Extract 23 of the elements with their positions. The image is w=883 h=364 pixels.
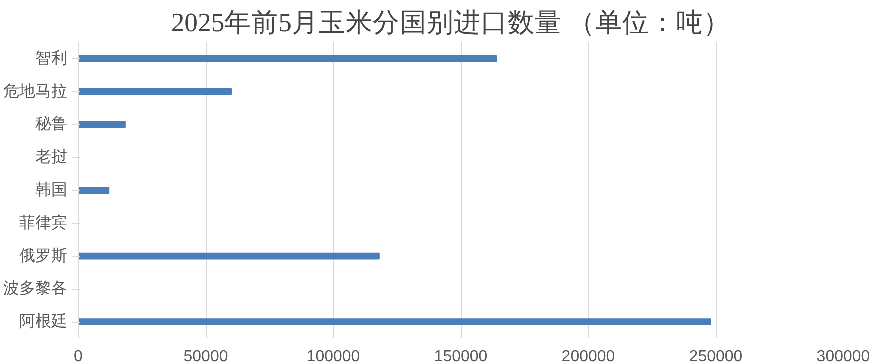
y-tick-label: 秘鲁: [36, 115, 68, 134]
chart-title: 2025年前5月玉米分国别进口数量 （单位：吨）: [171, 8, 731, 38]
y-tick-label: 阿根廷: [20, 312, 68, 331]
bar: [78, 88, 232, 96]
y-tick-label: 菲律宾: [20, 214, 68, 232]
bar: [78, 318, 712, 326]
y-tick-label: 俄罗斯: [20, 246, 68, 265]
bar: [78, 121, 126, 128]
x-tick-label: 300000: [816, 348, 870, 364]
x-tick-label: 200000: [562, 348, 616, 364]
y-tick-label: 波多黎各: [4, 280, 68, 298]
bar: [78, 187, 110, 194]
x-tick-label: 150000: [434, 348, 488, 364]
bar: [78, 252, 380, 260]
y-tick-label: 老挝: [36, 148, 68, 166]
y-tick-label: 危地马拉: [4, 82, 68, 100]
x-tick-label: 50000: [184, 348, 228, 364]
x-tick-label: 0: [74, 348, 84, 364]
bar: [78, 55, 498, 62]
y-tick-label: 韩国: [36, 181, 68, 199]
x-tick-label: 250000: [689, 348, 743, 364]
x-tick-label: 100000: [306, 348, 360, 364]
y-tick-label: 智利: [36, 49, 68, 68]
